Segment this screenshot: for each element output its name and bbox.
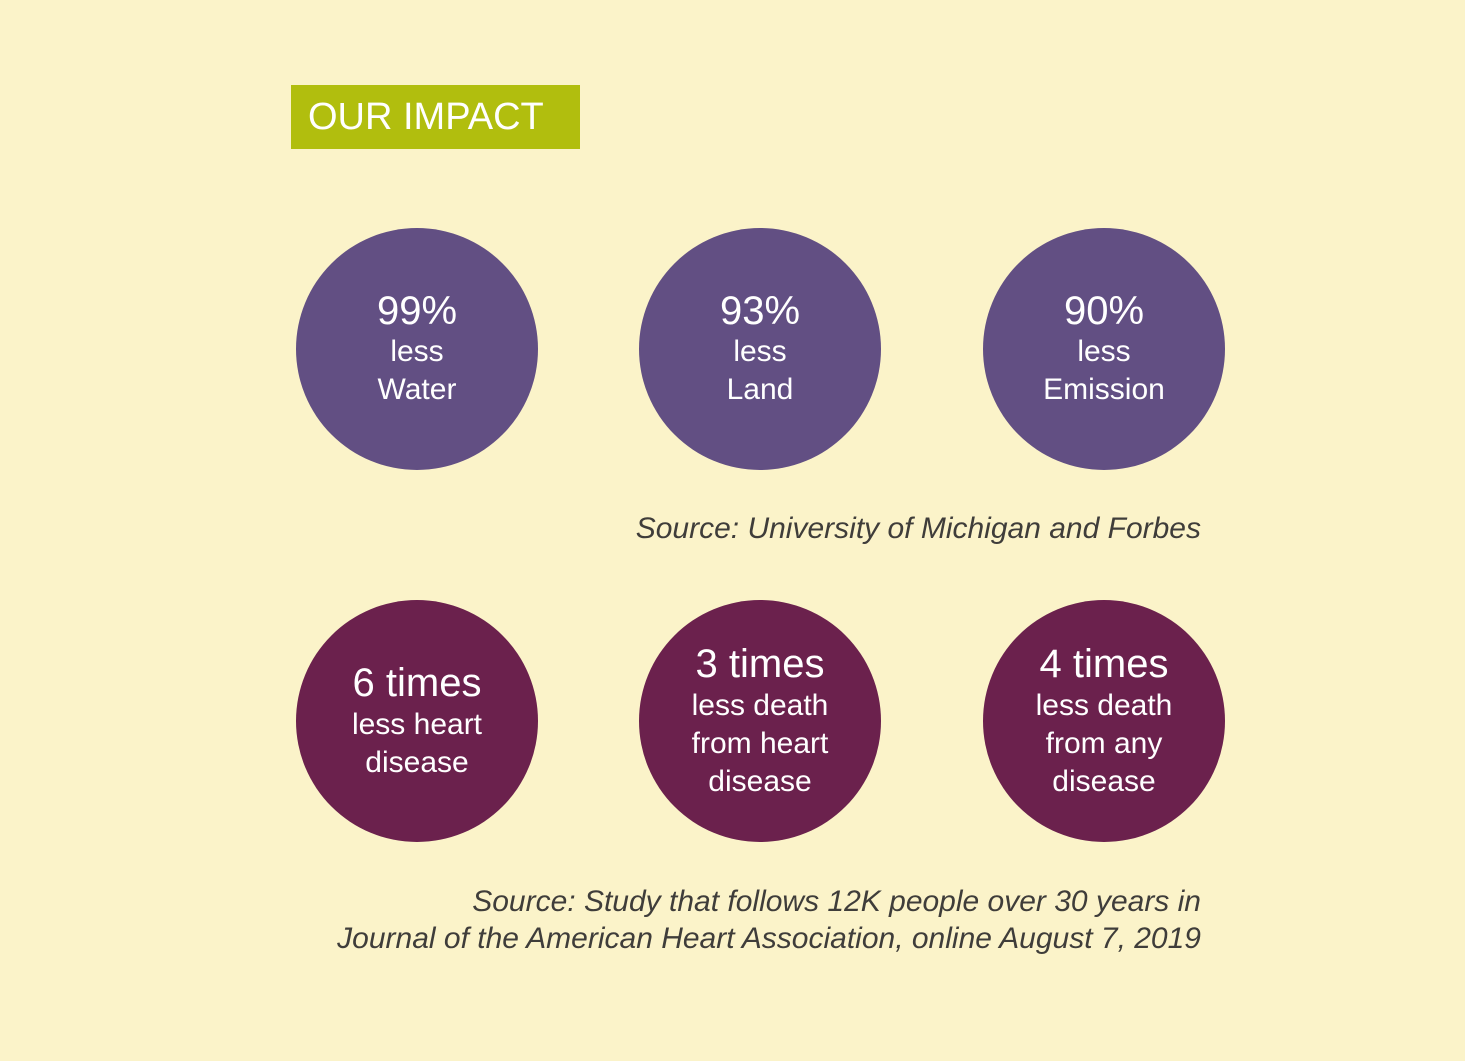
stat-value: 4 times [1039,642,1169,686]
page-title: OUR IMPACT [291,85,580,149]
health-source: Source: Study that follows 12K people ov… [337,883,1201,957]
stat-label: disease [1052,765,1156,798]
stat-value: 6 times [352,661,482,705]
health-source-line: Source: Study that follows 12K people ov… [472,885,1201,918]
stat-value: 3 times [695,642,825,686]
stat-label: from heart [691,727,829,760]
stat-label: less death [691,689,829,722]
stat-label: Land [726,373,794,406]
stat-circle-heart-disease: 6 times less heart disease [296,600,538,842]
stat-circle-land: 93% less Land [639,228,881,470]
stat-label: less heart [351,708,483,741]
stat-label: less [390,335,444,368]
stat-label: disease [365,746,469,779]
stat-circle-emission: 90% less Emission [983,228,1225,470]
stat-label: less death [1035,689,1173,722]
health-source-line: Journal of the American Heart Associatio… [337,922,1201,955]
stat-value: 93% [719,289,801,333]
stat-circle-any-disease-death: 4 times less death from any disease [983,600,1225,842]
stat-circle-water: 99% less Water [296,228,538,470]
stat-circle-heart-death: 3 times less death from heart disease [639,600,881,842]
stat-label: from any [1045,727,1163,760]
stat-label: less [733,335,787,368]
stat-value: 90% [1063,289,1145,333]
stat-label: disease [708,765,812,798]
environment-source: Source: University of Michigan and Forbe… [635,512,1201,545]
stat-label: less [1077,335,1131,368]
stat-label: Water [377,373,457,406]
stat-label: Emission [1043,373,1165,406]
stat-value: 99% [376,289,458,333]
